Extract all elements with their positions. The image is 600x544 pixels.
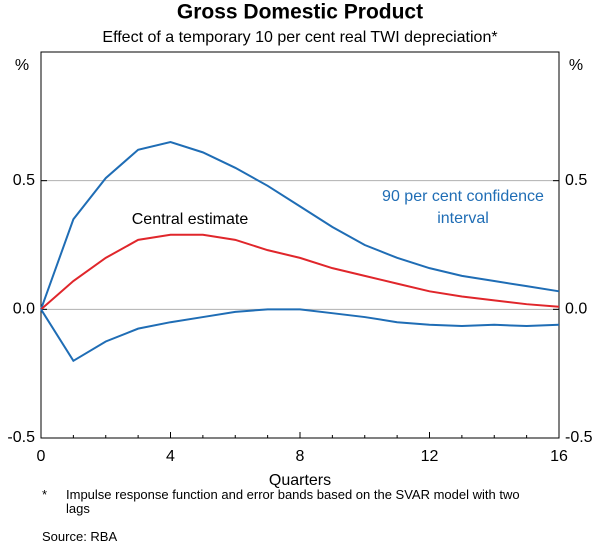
y2-tick-label: 0.5: [565, 172, 587, 189]
y-unit: %: [15, 57, 29, 74]
footnote: Impulse response function and error band…: [66, 487, 520, 516]
y-tick-label: 0.5: [13, 172, 35, 189]
series-label: 90 per cent confidence interval: [382, 188, 544, 227]
series-line: [40, 308, 560, 363]
y-tick-label: -0.5: [7, 429, 35, 446]
x-tick-label: 12: [421, 448, 439, 465]
series-line: [40, 233, 560, 311]
x-axis-label: Quarters: [269, 472, 331, 489]
y2-unit: %: [569, 57, 583, 74]
series-line: [40, 141, 560, 310]
x-tick-label: 16: [550, 448, 568, 465]
series-label: Central estimate: [132, 211, 249, 228]
x-tick-label: 0: [37, 448, 46, 465]
y2-tick-label: -0.5: [565, 429, 593, 446]
y-tick-label: 0.0: [13, 301, 35, 318]
source: Source: RBA: [42, 529, 118, 544]
plot-frame: [40, 51, 560, 439]
footnote-marker: *: [42, 487, 48, 502]
y2-tick-label: 0.0: [565, 301, 587, 318]
chart-title: Gross Domestic Product: [177, 1, 423, 24]
chart-subtitle: Effect of a temporary 10 per cent real T…: [102, 29, 497, 46]
x-tick-label: 8: [296, 448, 305, 465]
x-tick-label: 4: [166, 448, 175, 465]
